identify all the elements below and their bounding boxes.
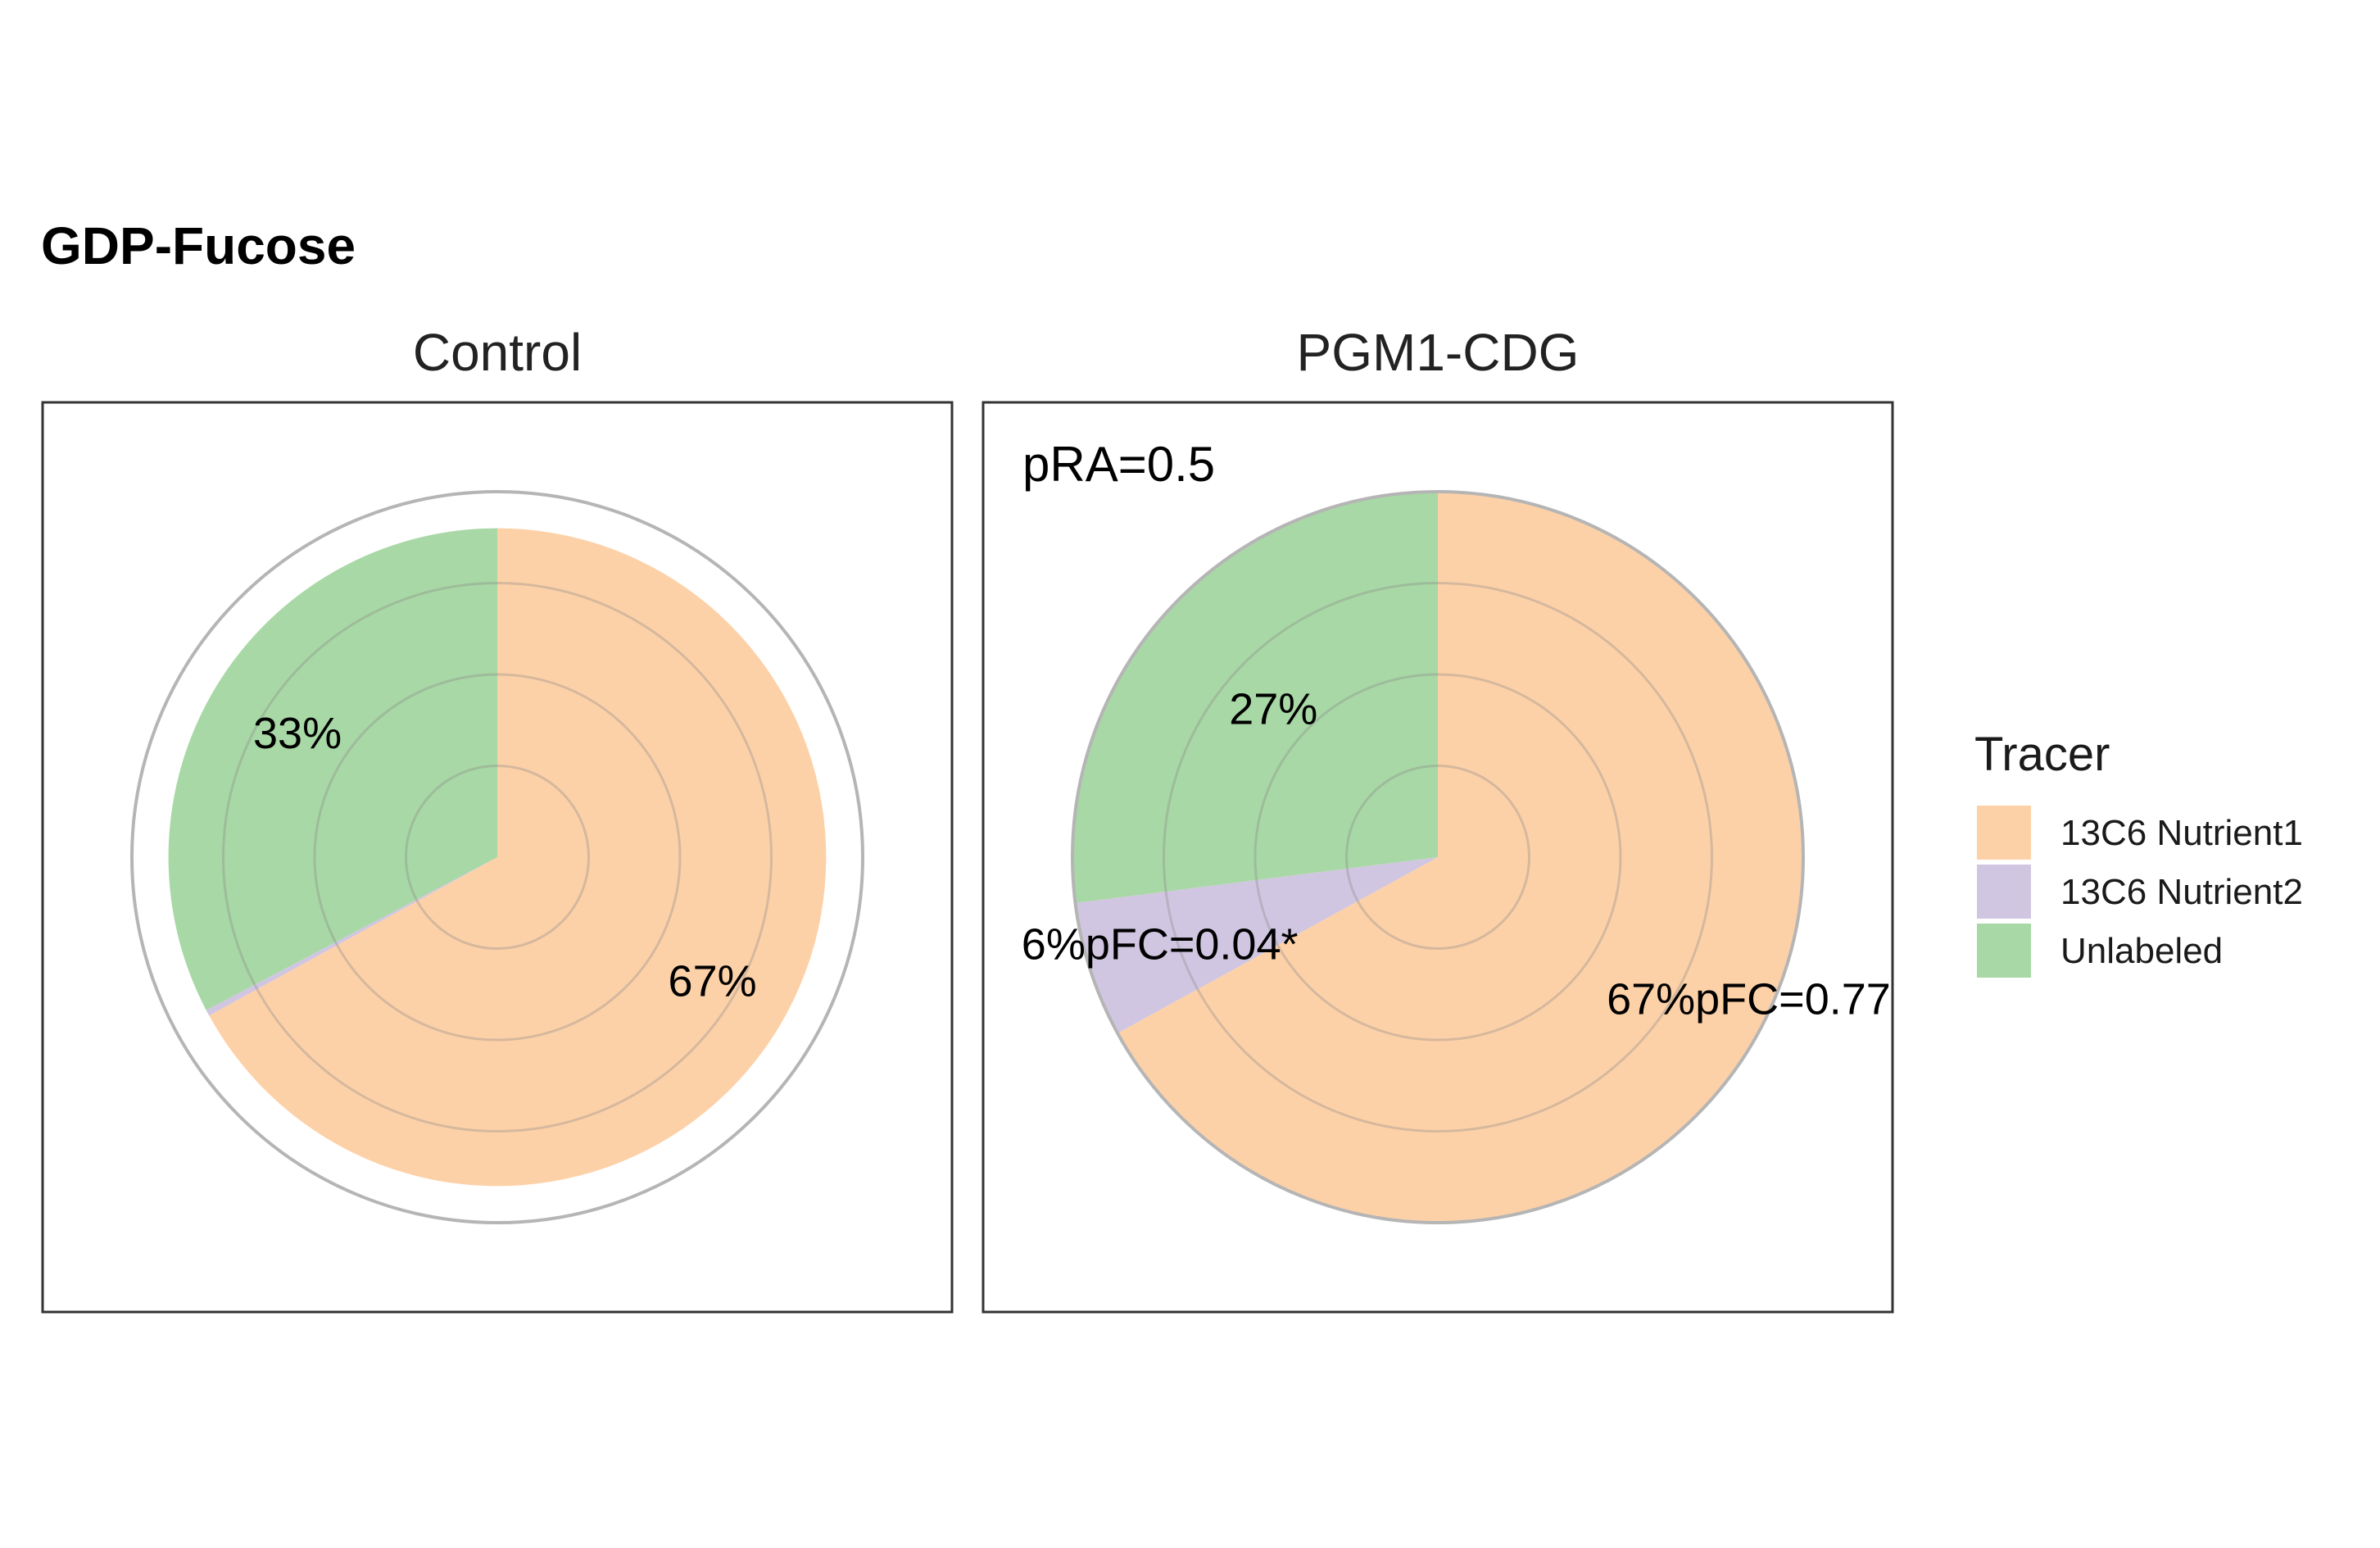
- panel-pgm1-cdg: PGM1-CDG 67%pFC=0.77 6%pFC=0.04* 27% pRA=0…: [981, 323, 1894, 1314]
- slices-control: [168, 528, 827, 1187]
- panel-annotation-pra: pRA=0.5: [1022, 437, 1215, 492]
- slice-13c6-nutrient1: [1117, 492, 1804, 1223]
- slice-13c6-nutrient2: [206, 857, 497, 1016]
- figure-title: GDP-Fucose: [41, 216, 356, 275]
- labels-pgm1-cdg: 67%pFC=0.77 6%pFC=0.04* 27%: [1022, 684, 1891, 1024]
- grid-ring-1: [405, 765, 590, 950]
- panel-title-control: Control: [413, 323, 582, 382]
- slice-13c6-nutrient2: [1075, 857, 1438, 1033]
- panel-frame-pgm1-cdg: [981, 401, 1894, 1314]
- legend-title: Tracer: [1974, 728, 2110, 781]
- grid-ring-3: [222, 582, 773, 1133]
- grid-ring-1: [1345, 765, 1530, 950]
- slice-label-unlabeled: 33%: [253, 709, 342, 758]
- slice-label-13c6-nutrient2: 6%pFC=0.04*: [1022, 920, 1299, 969]
- legend-label-unlabeled: Unlabeled: [2060, 931, 2223, 971]
- slice-13c6-nutrient1: [209, 528, 827, 1187]
- grid-ring-3: [1163, 582, 1713, 1133]
- slice-label-13c6-nutrient1: 67%: [669, 957, 757, 1006]
- legend-label-nutrient1: 13C6 Nutrient1: [2060, 813, 2303, 853]
- grid-ring-outer: [130, 490, 864, 1224]
- panel-control: Control 67% 33%: [41, 323, 954, 1314]
- slice-label-unlabeled: 27%: [1229, 684, 1317, 733]
- panel-frame-control: [41, 401, 954, 1314]
- panel-title-pgm1-cdg: PGM1-CDG: [1297, 323, 1580, 382]
- legend: Tracer 13C6 Nutrient1 13C6 Nutrient2 Unl…: [1974, 728, 2303, 978]
- slice-unlabeled: [168, 528, 498, 1010]
- grid-control: [130, 490, 864, 1224]
- legend-swatch-nutrient2: [1977, 865, 2031, 919]
- grid-ring-2: [313, 673, 682, 1042]
- legend-swatch-unlabeled: [1977, 924, 2031, 978]
- legend-label-nutrient2: 13C6 Nutrient2: [2060, 872, 2303, 912]
- grid-pgm1-cdg: [1071, 490, 1805, 1224]
- slices-pgm1-cdg: [1072, 492, 1804, 1223]
- legend-swatch-nutrient1: [1977, 806, 2031, 860]
- labels-control: 67% 33%: [253, 709, 757, 1006]
- slice-unlabeled: [1072, 492, 1438, 903]
- slice-label-13c6-nutrient1: 67%pFC=0.77: [1607, 974, 1891, 1024]
- grid-ring-outer: [1071, 490, 1805, 1224]
- grid-ring-2: [1253, 673, 1622, 1042]
